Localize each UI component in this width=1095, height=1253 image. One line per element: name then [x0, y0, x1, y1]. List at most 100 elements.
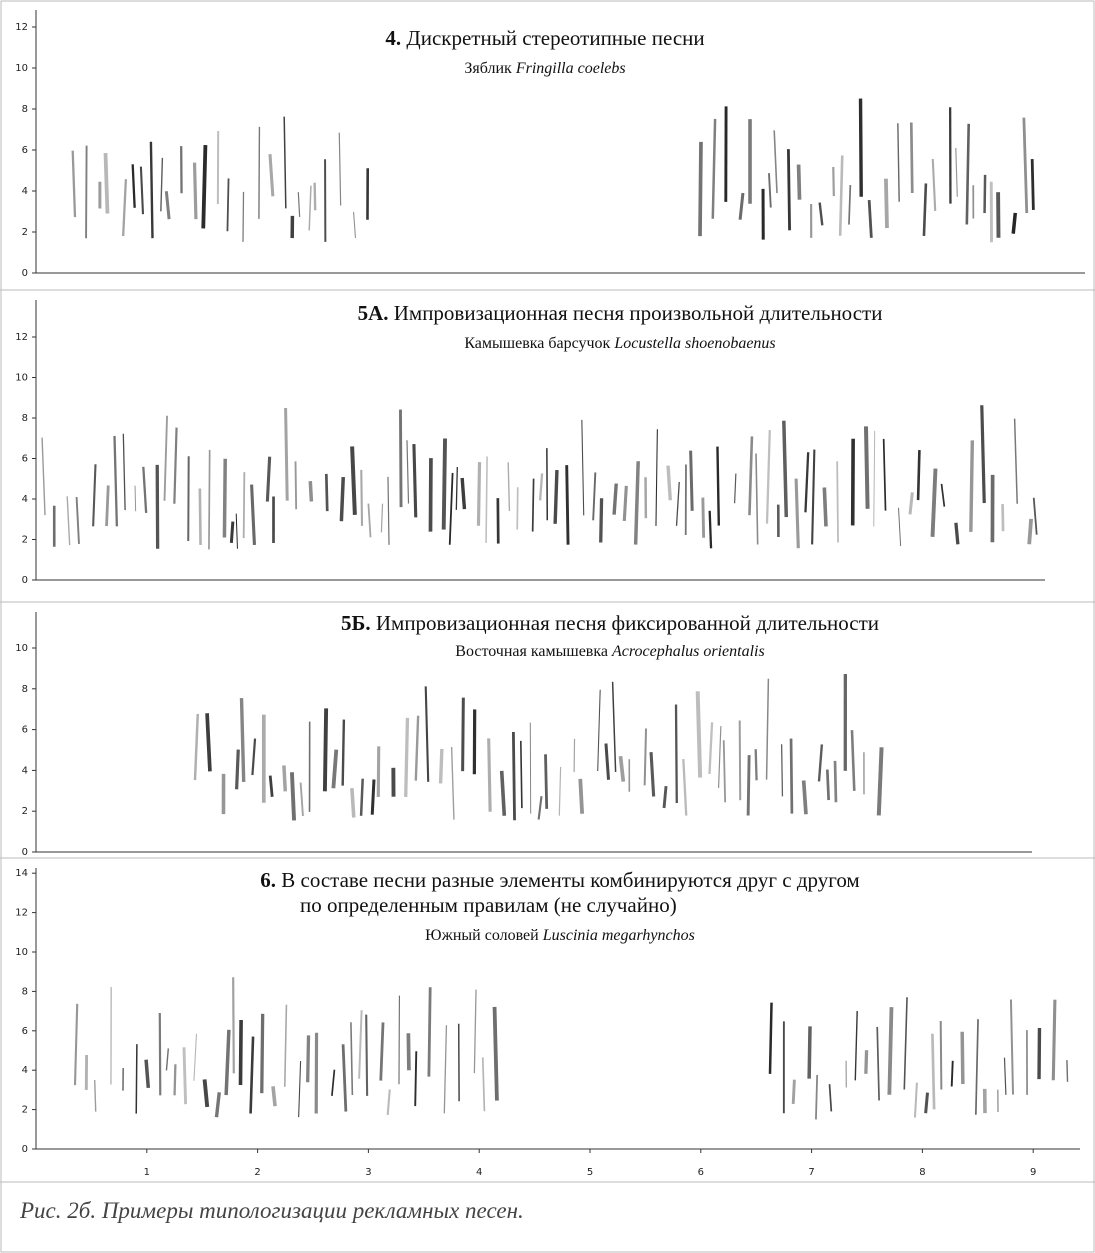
y-tick-label: 4 — [22, 765, 28, 776]
spectrogram-stroke — [1009, 999, 1015, 1095]
spectrogram-stroke — [801, 780, 808, 815]
spectrogram-stroke — [1032, 497, 1038, 535]
y-tick-label: 6 — [22, 454, 28, 465]
spectrogram-stroke — [85, 145, 88, 239]
spectrogram-stroke — [1011, 212, 1018, 234]
spectrogram-stroke — [250, 484, 256, 546]
spectrogram-stroke — [379, 1022, 385, 1081]
spectrogram-stroke — [969, 440, 975, 532]
spectrogram-stroke — [427, 987, 432, 1077]
panel-title-text: Импровизационная песня фиксированной дли… — [376, 611, 879, 635]
spectrogram-stroke — [73, 1003, 79, 1086]
spectrogram-stroke — [476, 462, 482, 526]
spectrogram-stroke — [755, 453, 759, 545]
spectrogram-stroke — [884, 178, 889, 229]
spectrogram-stroke — [817, 744, 824, 782]
spectrogram-stroke — [773, 130, 778, 194]
spectrogram-stroke — [66, 496, 71, 546]
spectrogram-stroke — [565, 465, 570, 545]
species: Восточная камышевка Acrocephalus orienta… — [455, 643, 764, 660]
y-tick-label: 4 — [22, 494, 28, 505]
y-tick-label: 6 — [22, 1026, 28, 1037]
spectrogram-stroke — [208, 449, 211, 550]
spectrogram-stroke — [461, 697, 465, 772]
spectrogram-stroke — [242, 191, 245, 242]
panel-title: по определенным правилам (не случайно) — [300, 893, 677, 917]
spectrogram-stroke — [734, 473, 737, 504]
panel-title: 5Б. Импровизационная песня фиксированной… — [341, 611, 879, 635]
spectrogram-stroke — [1051, 999, 1057, 1081]
spectrogram-stroke — [331, 1069, 336, 1096]
spectrogram-stroke — [443, 1025, 448, 1114]
spectrogram-stroke — [202, 1079, 210, 1108]
spectrogram-stroke — [908, 492, 914, 515]
spectrogram-stroke — [780, 744, 784, 797]
spectrogram-stroke — [131, 164, 136, 208]
y-tick-label: 12 — [15, 332, 28, 343]
spectrogram-stroke — [689, 450, 694, 511]
spectrogram-stroke — [386, 1089, 391, 1116]
spectrogram-stroke — [811, 449, 816, 545]
spectrogram-stroke — [748, 436, 754, 516]
spectrogram-stroke — [520, 740, 523, 809]
spectrogram-stroke — [922, 183, 928, 236]
spectrogram-stroke — [438, 748, 444, 784]
spectrogram-stroke — [192, 162, 198, 220]
spectrogram-stroke — [448, 472, 454, 545]
spectrogram-stroke — [698, 141, 703, 237]
spectrogram-stroke — [701, 497, 706, 538]
spectrogram-stroke — [765, 430, 771, 524]
panel-number: 4. — [385, 26, 401, 50]
spectrogram-stroke — [738, 192, 745, 220]
spectrogram-stroke — [412, 444, 418, 518]
spectrogram-stroke — [655, 429, 658, 526]
y-tick-label: 14 — [15, 868, 28, 879]
spectrogram-stroke — [450, 746, 455, 820]
spectrogram-stroke — [897, 123, 900, 202]
spectrogram-stroke — [164, 191, 171, 220]
spectrogram-stroke — [222, 458, 227, 538]
spectrogram-stroke — [414, 715, 420, 781]
spectrogram-stroke — [142, 466, 148, 513]
spectrogram-stroke — [708, 510, 713, 549]
spectrogram-stroke — [887, 1007, 894, 1095]
spectrogram-stroke — [909, 122, 914, 193]
species-lat: Locustella shoenobaenus — [613, 335, 775, 352]
spectrogram-stroke — [306, 1035, 311, 1083]
spectrogram-stroke — [931, 158, 937, 212]
spectrogram-stroke — [258, 126, 261, 219]
spectrogram-stroke — [182, 1047, 188, 1105]
spectrogram-stroke — [499, 770, 507, 816]
spectrogram-stroke — [604, 743, 611, 780]
spectrogram-stroke — [822, 487, 828, 527]
spectrogram-stroke — [850, 730, 856, 791]
panel-title-text: по определенным правилам (не случайно) — [300, 893, 677, 917]
spectrogram-stroke — [931, 1033, 936, 1110]
spectrogram-stroke — [511, 731, 516, 821]
spectrogram-stroke — [578, 778, 585, 814]
spectrogram-stroke — [331, 749, 339, 789]
y-tick-label: 0 — [22, 575, 28, 586]
spectrogram-stroke — [235, 513, 238, 549]
spectrogram-stroke — [249, 1036, 255, 1114]
species-lat: Acrocephalus orientalis — [611, 643, 765, 660]
spectrogram-stroke — [298, 1061, 302, 1118]
spectrogram-stroke — [974, 1019, 979, 1115]
spectrogram-stroke — [836, 461, 839, 543]
spectrogram-stroke — [833, 760, 838, 803]
spectrogram-stroke — [284, 407, 289, 501]
panel-number: 6. — [260, 868, 276, 892]
spectrogram-stroke — [983, 174, 987, 214]
spectrogram-stroke — [289, 772, 297, 821]
spectrogram-stroke — [592, 472, 597, 521]
spectrogram-stroke — [954, 522, 960, 545]
y-tick-label: 12 — [15, 22, 28, 33]
spectrogram-stroke — [341, 719, 346, 786]
spectrogram-stroke — [242, 472, 246, 539]
spectrogram-stroke — [662, 785, 668, 809]
spectrogram-stroke — [1022, 117, 1029, 214]
spectrogram-stroke — [538, 473, 544, 501]
spectrogram-stroke — [113, 435, 119, 527]
spectrogram-stroke — [268, 154, 275, 197]
